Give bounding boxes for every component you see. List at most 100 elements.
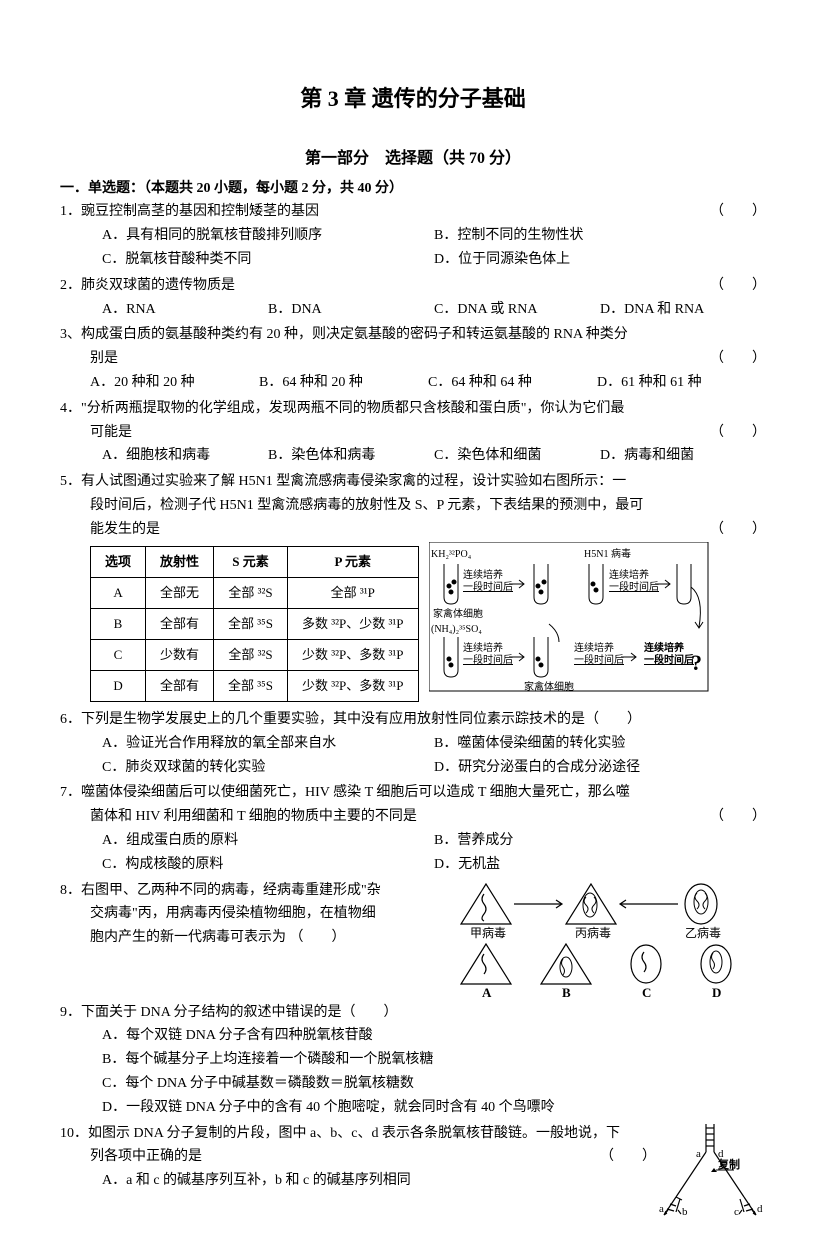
answer-blank: （ ） bbox=[710, 518, 766, 542]
q5-r0c1: 全部无 bbox=[146, 577, 214, 608]
q9-opt-a: A．每个双链 DNA 分子含有四种脱氧核苷酸 bbox=[102, 1024, 766, 1048]
q6-opt-c: C．肺炎双球菌的转化实验 bbox=[102, 756, 434, 780]
q5-r2c1: 少数有 bbox=[146, 639, 214, 670]
svg-text:连续培养: 连续培养 bbox=[463, 568, 503, 581]
question-9: 9．下面关于 DNA 分子结构的叙述中错误的是（ ） A．每个双链 DNA 分子… bbox=[60, 1001, 766, 1120]
q3-opt-b: B．64 种和 20 种 bbox=[259, 371, 428, 395]
q5-r1c1: 全部有 bbox=[146, 608, 214, 639]
q10-stem1: 10．如图示 DNA 分子复制的片段，图中 a、b、c、d 表示各条脱氧核苷酸链… bbox=[60, 1122, 656, 1146]
q8-virus-diagram: 甲病毒 丙病毒 乙病毒 A B bbox=[456, 879, 766, 999]
q4-stem1: 4．"分析两瓶提取物的化学组成，发现两瓶不同的物质都只含核酸和蛋白质"，你认为它… bbox=[60, 397, 766, 421]
q5-r0c0: A bbox=[91, 577, 146, 608]
q5-r3c2: 全部 ³⁵S bbox=[214, 670, 288, 701]
svg-text:?: ? bbox=[691, 650, 702, 675]
svg-text:连续培养: 连续培养 bbox=[463, 641, 503, 654]
q1-opt-c: C．脱氧核苷酸种类不同 bbox=[102, 248, 434, 272]
q5-th-1: 放射性 bbox=[146, 546, 214, 577]
svg-text:KH₂³²PO₄: KH₂³²PO₄ bbox=[431, 549, 472, 560]
q10-stem2: 列各项中正确的是 bbox=[90, 1149, 202, 1164]
q10-dna-diagram: a d a b c d 复制 bbox=[656, 1122, 766, 1217]
svg-text:A: A bbox=[482, 985, 492, 999]
q5-stem3: 能发生的是 bbox=[90, 522, 160, 537]
q1-opt-a: A．具有相同的脱氧核苷酸排列顺序 bbox=[102, 224, 434, 248]
q7-stem1: 7．噬菌体侵染细菌后可以使细菌死亡，HIV 感染 T 细胞后可以造成 T 细胞大… bbox=[60, 781, 766, 805]
q9-opt-c: C．每个 DNA 分子中碱基数＝磷酸数＝脱氧核糖数 bbox=[102, 1072, 766, 1096]
svg-text:一段时间后: 一段时间后 bbox=[609, 580, 659, 593]
q3-opt-a: A．20 种和 20 种 bbox=[90, 371, 259, 395]
svg-text:D: D bbox=[712, 985, 721, 999]
answer-blank: （ ） bbox=[710, 347, 766, 371]
svg-text:连续培养: 连续培养 bbox=[574, 641, 614, 654]
q7-opt-b: B．营养成分 bbox=[434, 829, 766, 853]
q5-th-0: 选项 bbox=[91, 546, 146, 577]
svg-text:连续培养: 连续培养 bbox=[609, 568, 649, 581]
svg-text:B: B bbox=[562, 985, 571, 999]
q7-opt-d: D．无机盐 bbox=[434, 853, 766, 877]
q5-r2c0: C bbox=[91, 639, 146, 670]
answer-blank: （ ） bbox=[710, 805, 766, 829]
q2-opt-b: B．DNA bbox=[268, 298, 434, 322]
q4-opt-c: C．染色体和细菌 bbox=[434, 444, 600, 468]
question-10: 10．如图示 DNA 分子复制的片段，图中 a、b、c、d 表示各条脱氧核苷酸链… bbox=[60, 1122, 766, 1217]
q2-stem: 2．肺炎双球菌的遗传物质是 bbox=[60, 274, 766, 298]
instructions: 一．单选题：（本题共 20 小题，每小题 2 分，共 40 分） bbox=[60, 177, 766, 201]
q6-stem: 6．下列是生物学发展史上的几个重要实验，其中没有应用放射性同位素示踪技术的是（ … bbox=[60, 708, 766, 732]
answer-blank: （ ） bbox=[710, 421, 766, 445]
q5-stem2: 段时间后，检测子代 H5N1 型禽流感病毒的放射性及 S、P 元素，下表结果的预… bbox=[60, 494, 766, 518]
q10-opt-a: A．a 和 c 的碱基序列互补，b 和 c 的碱基序列相同 bbox=[102, 1169, 656, 1193]
dna-replication-icon: a d a b c d 复制 bbox=[656, 1122, 766, 1217]
q6-opt-a: A．验证光合作用释放的氧全部来自水 bbox=[102, 732, 434, 756]
q7-opt-a: A．组成蛋白质的原料 bbox=[102, 829, 434, 853]
question-8: 8．右图甲、乙两种不同的病毒，经病毒重建形成"杂 交病毒"丙，用病毒丙侵染植物细… bbox=[60, 879, 766, 999]
svg-text:c: c bbox=[734, 1206, 739, 1217]
q8-line3: 胞内产生的新一代病毒可表示为 （ ） bbox=[60, 926, 456, 950]
question-2: （ ） 2．肺炎双球菌的遗传物质是 A．RNA B．DNA C．DNA 或 RN… bbox=[60, 274, 766, 322]
q3-opt-d: D．61 种和 61 种 bbox=[597, 371, 766, 395]
q4-opt-b: B．染色体和病毒 bbox=[268, 444, 434, 468]
question-4: 4．"分析两瓶提取物的化学组成，发现两瓶不同的物质都只含核酸和蛋白质"，你认为它… bbox=[60, 397, 766, 468]
q1-stem: 1．豌豆控制高茎的基因和控制矮茎的基因 bbox=[60, 200, 766, 224]
q5-th-3: P 元素 bbox=[287, 546, 418, 577]
q5-table: 选项 放射性 S 元素 P 元素 A 全部无 全部 ³²S 全部 ³¹P B 全… bbox=[90, 546, 419, 702]
question-3: 3、构成蛋白质的氨基酸种类约有 20 种，则决定氨基酸的密码子和转运氨基酸的 R… bbox=[60, 323, 766, 394]
q5-r3c3: 少数 ³²P、多数 ³¹P bbox=[287, 670, 418, 701]
q5-r3c1: 全部有 bbox=[146, 670, 214, 701]
svg-text:家禽体细胞: 家禽体细胞 bbox=[433, 607, 483, 620]
q5-r0c3: 全部 ³¹P bbox=[287, 577, 418, 608]
question-5: 5．有人试图通过实验来了解 H5N1 型禽流感病毒侵染家禽的过程，设计实验如右图… bbox=[60, 470, 766, 706]
chapter-title: 第 3 章 遗传的分子基础 bbox=[60, 80, 766, 117]
q5-r3c0: D bbox=[91, 670, 146, 701]
svg-text:H5N1 病毒: H5N1 病毒 bbox=[584, 547, 631, 560]
question-1: （ ） 1．豌豆控制高茎的基因和控制矮茎的基因 A．具有相同的脱氧核苷酸排列顺序… bbox=[60, 200, 766, 271]
svg-text:一段时间后: 一段时间后 bbox=[463, 580, 513, 593]
q3-stem2: 别是 bbox=[90, 351, 118, 366]
svg-text:家禽体细胞: 家禽体细胞 bbox=[524, 680, 574, 692]
q1-opt-d: D．位于同源染色体上 bbox=[434, 248, 766, 272]
svg-text:一段时间后: 一段时间后 bbox=[463, 653, 513, 666]
q6-opt-d: D．研究分泌蛋白的合成分泌途径 bbox=[434, 756, 766, 780]
q5-r2c2: 全部 ³²S bbox=[214, 639, 288, 670]
q5-experiment-diagram-icon: KH₂³²PO₄ 连续培养 一段时间后 家禽体细胞 H5N1 病毒 连续培养 一… bbox=[429, 542, 709, 692]
q2-opt-c: C．DNA 或 RNA bbox=[434, 298, 600, 322]
q5-r2c3: 少数 ³²P、多数 ³¹P bbox=[287, 639, 418, 670]
q5-r1c3: 多数 ³²P、少数 ³¹P bbox=[287, 608, 418, 639]
svg-text:乙病毒: 乙病毒 bbox=[685, 925, 721, 940]
q2-opt-d: D．DNA 和 RNA bbox=[600, 298, 766, 322]
section-title: 第一部分 选择题（共 70 分） bbox=[60, 145, 766, 172]
svg-text:一段时间后: 一段时间后 bbox=[644, 653, 694, 666]
q5-th-2: S 元素 bbox=[214, 546, 288, 577]
q2-opt-a: A．RNA bbox=[102, 298, 268, 322]
q8-line2: 交病毒"丙，用病毒丙侵染植物细胞，在植物细 bbox=[60, 902, 456, 926]
svg-text:丙病毒: 丙病毒 bbox=[575, 925, 611, 940]
q3-opt-c: C．64 种和 64 种 bbox=[428, 371, 597, 395]
q9-opt-b: B．每个碱基分子上均连接着一个磷酸和一个脱氧核糖 bbox=[102, 1048, 766, 1072]
q4-opt-d: D．病毒和细菌 bbox=[600, 444, 766, 468]
svg-text:a: a bbox=[659, 1203, 664, 1215]
svg-text:一段时间后: 一段时间后 bbox=[574, 653, 624, 666]
q7-stem2: 菌体和 HIV 利用细菌和 T 细胞的物质中主要的不同是 bbox=[90, 809, 417, 824]
svg-text:复制: 复制 bbox=[717, 1157, 740, 1171]
q5-diagram: KH₂³²PO₄ 连续培养 一段时间后 家禽体细胞 H5N1 病毒 连续培养 一… bbox=[429, 542, 709, 696]
answer-blank: （ ） bbox=[710, 200, 766, 224]
svg-text:C: C bbox=[642, 985, 651, 999]
question-6: 6．下列是生物学发展史上的几个重要实验，其中没有应用放射性同位素示踪技术的是（ … bbox=[60, 708, 766, 779]
